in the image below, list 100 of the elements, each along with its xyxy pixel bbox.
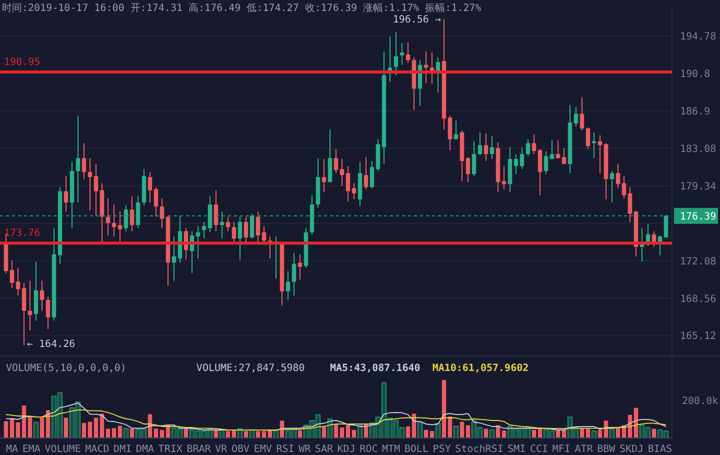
y-tick-label: 172.08	[680, 256, 716, 268]
candlestick	[658, 234, 662, 256]
candlestick	[346, 166, 350, 202]
bar	[106, 428, 110, 438]
candlestick	[118, 211, 122, 242]
bar	[64, 418, 68, 438]
candlestick	[154, 186, 158, 218]
y-tick-label: 186.9	[680, 106, 710, 118]
text: EMA	[22, 444, 40, 455]
bar	[88, 422, 92, 438]
text: EMV	[254, 444, 272, 455]
candlestick	[526, 138, 530, 157]
candlestick	[502, 166, 506, 190]
candlestick	[322, 158, 326, 193]
candlestick	[220, 211, 224, 240]
candlestick	[196, 226, 200, 259]
candlestick	[580, 96, 584, 131]
candlestick	[22, 282, 26, 346]
bar	[442, 380, 446, 438]
candlestick	[202, 221, 206, 240]
text: VOLUME	[44, 444, 81, 455]
text: ROC	[360, 444, 378, 455]
candlestick	[250, 213, 254, 240]
ref-line-label: 173.76	[4, 228, 40, 240]
candlestick	[550, 140, 554, 160]
candlestick	[400, 42, 404, 66]
candlestick	[82, 142, 86, 180]
candlestick	[514, 154, 518, 175]
candlestick	[586, 126, 590, 150]
candlestick	[538, 148, 542, 196]
text: MA	[6, 444, 18, 455]
candlestick	[352, 182, 356, 200]
candlestick	[238, 216, 242, 260]
text: CCI	[530, 444, 548, 455]
candlestick	[520, 146, 524, 170]
candlestick	[298, 254, 302, 280]
candlestick	[160, 198, 164, 229]
candlestick	[226, 216, 230, 232]
text: VR	[215, 444, 228, 455]
bar	[340, 428, 344, 438]
y-tick-label: 179.34	[680, 181, 716, 192]
ref-line-label: 176.39	[680, 211, 716, 222]
text: PSY	[432, 444, 451, 455]
ref-line-label: 190.95	[4, 56, 40, 68]
bar	[184, 428, 188, 438]
candlestick	[544, 150, 548, 175]
candlestick	[64, 176, 68, 212]
candlestick	[292, 252, 296, 296]
bar	[346, 425, 350, 438]
annotation: ← 164.26	[27, 339, 76, 350]
candlestick	[622, 176, 626, 199]
bar	[484, 428, 488, 438]
text: SAR	[314, 444, 334, 455]
candlestick	[124, 205, 128, 232]
text: BIAS	[648, 444, 672, 455]
bar	[40, 418, 44, 438]
candlestick	[34, 261, 38, 322]
text: VOLUME:27,847.5980	[196, 363, 305, 374]
candlestick	[106, 198, 110, 236]
candlestick	[136, 196, 140, 229]
bar	[4, 421, 8, 438]
text: 200.0k	[682, 396, 718, 407]
candlestick	[364, 156, 368, 190]
candlestick	[286, 270, 290, 300]
chart-title: VOLUME(5,10,0,0,0,0)	[6, 363, 126, 374]
candlestick	[256, 211, 260, 244]
candlestick	[148, 172, 152, 203]
bar	[154, 428, 158, 438]
candlestick	[370, 160, 374, 189]
candlestick	[40, 280, 44, 312]
text: SMI	[508, 444, 526, 455]
y-tick-label: 165.12	[680, 331, 716, 342]
y-tick-label: 168.56	[680, 294, 716, 305]
candlestick	[340, 158, 344, 187]
candlestick	[94, 164, 98, 216]
y-tick-label: 194.78	[680, 31, 716, 42]
candlestick	[448, 115, 452, 151]
bar	[130, 428, 134, 438]
text: KDJ	[337, 444, 356, 455]
candlestick	[76, 115, 80, 203]
bar	[33, 422, 39, 438]
annotation: 196.56 →	[392, 14, 441, 26]
text: DMA	[136, 444, 154, 455]
candlestick	[556, 140, 560, 160]
text: MA10:61,057.9602	[432, 363, 529, 374]
text: WR	[298, 444, 312, 455]
bar	[123, 428, 129, 438]
candlestick	[262, 226, 266, 244]
candlestick	[214, 190, 218, 232]
bar	[460, 422, 464, 438]
candlestick	[10, 260, 14, 289]
candlestick	[490, 136, 494, 160]
candlestick	[334, 148, 338, 174]
text: MFI	[552, 444, 570, 455]
candlestick	[208, 196, 212, 233]
candlestick	[610, 170, 614, 203]
bar	[112, 428, 116, 438]
candlestick	[628, 186, 632, 222]
candlestick	[244, 216, 248, 244]
text: RSI	[276, 444, 294, 455]
